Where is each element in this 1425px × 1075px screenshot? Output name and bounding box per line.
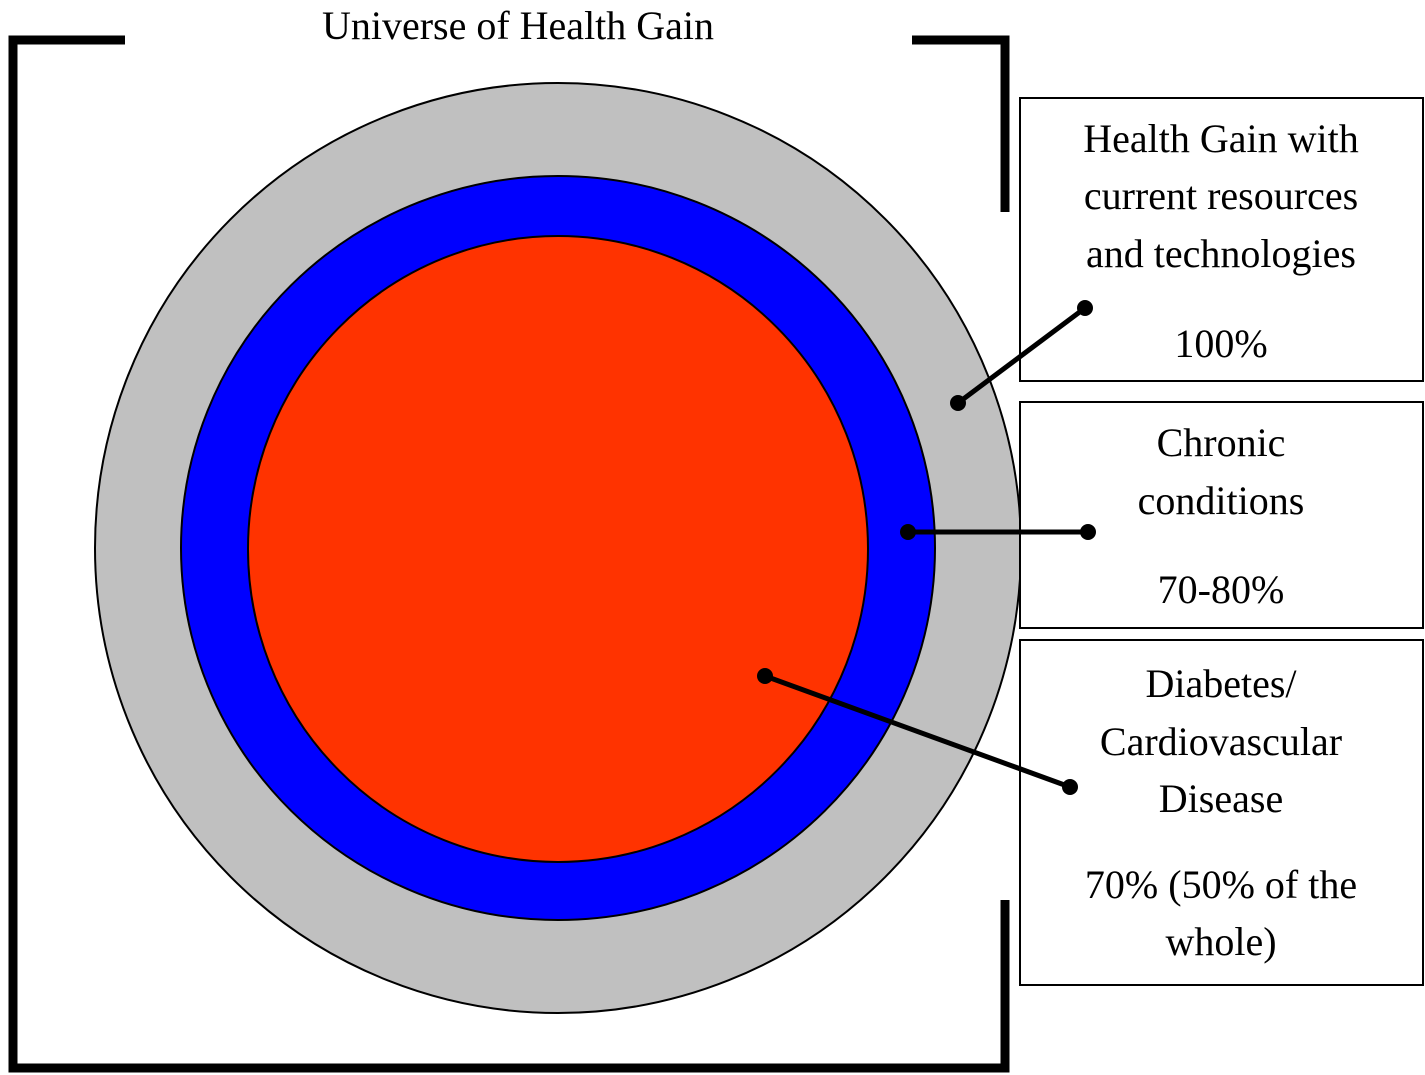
box-share: whole): [1165, 919, 1276, 964]
label-box: [1019, 401, 1424, 629]
box-line: Health Gain with: [1083, 116, 1359, 161]
frame-left: [8, 35, 1010, 1073]
frame: [8, 35, 1010, 1073]
title: Universe of Health Gain: [322, 3, 714, 48]
box-share: 100%: [1174, 321, 1267, 366]
box-share: 70-80%: [1158, 567, 1285, 612]
box-line: Cardiovascular: [1100, 719, 1342, 764]
connector-dot: [900, 524, 916, 540]
inner-circle: [247, 235, 869, 863]
box-line: conditions: [1138, 478, 1305, 523]
label-box: [1019, 97, 1424, 382]
box-line: and technologies: [1086, 231, 1356, 276]
box-line: Chronic: [1157, 420, 1286, 465]
frame-right: [912, 35, 1010, 212]
box-line: Diabetes/: [1145, 661, 1297, 706]
connector-dot: [1077, 300, 1093, 316]
box-share: 70% (50% of the: [1085, 862, 1357, 907]
connector-dot: [757, 668, 773, 684]
connector-dot: [1080, 524, 1096, 540]
connector: [956, 305, 1087, 406]
connector-dot: [950, 395, 966, 411]
box-line: Disease: [1159, 776, 1283, 821]
box-line: current resources: [1084, 173, 1358, 218]
connector-dot: [1062, 779, 1078, 795]
connector: [764, 673, 1071, 790]
label-box: [1019, 639, 1424, 986]
